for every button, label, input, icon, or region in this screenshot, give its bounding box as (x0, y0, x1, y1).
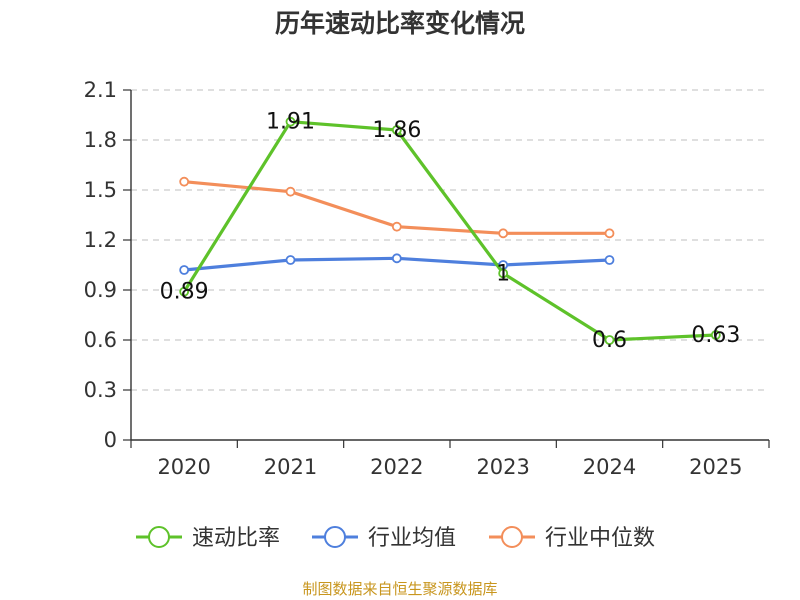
legend-label: 速动比率 (192, 526, 280, 551)
data-point (391, 221, 402, 232)
legend-swatch-marker (148, 526, 170, 548)
series-1 (179, 116, 721, 345)
x-tick-label: 2023 (476, 455, 529, 479)
data-label: 0.89 (160, 280, 209, 305)
data-label: 1.86 (372, 118, 421, 143)
legend-item: 行业中位数 (489, 526, 655, 551)
y-tick-label: 0 (104, 428, 117, 452)
x-tick-label: 2024 (583, 455, 636, 479)
y-tick-label: 0.6 (84, 328, 117, 352)
x-tick-label: 2022 (370, 455, 423, 479)
data-point (285, 186, 296, 197)
y-tick-label: 0.3 (84, 378, 117, 402)
x-tick-label: 2020 (157, 455, 210, 479)
y-tick-label: 0.9 (84, 278, 117, 302)
data-point (604, 228, 615, 239)
data-point (710, 330, 721, 340)
x-tick-label: 2025 (689, 455, 742, 479)
x-tick-label: 2021 (264, 455, 317, 479)
data-point (391, 253, 402, 264)
data-point (498, 268, 509, 279)
data-point (391, 125, 402, 135)
gridlines: 0 0.3 0.6 0.9 1.2 1.5 1.8 2.1 (84, 78, 769, 452)
series-3 (179, 176, 615, 239)
data-point (179, 176, 190, 187)
legend-swatch-marker (324, 526, 346, 548)
data-point (285, 116, 296, 127)
y-tick-label: 1.2 (84, 228, 117, 252)
series-2 (179, 253, 615, 275)
y-tick-label: 2.1 (84, 78, 117, 102)
data-label: 0.6 (592, 328, 627, 353)
data-point (498, 228, 509, 239)
y-tick-label: 1.8 (84, 128, 117, 152)
legend-swatch-marker (501, 526, 523, 548)
legend-label: 行业均值 (368, 526, 456, 551)
data-label: 0.63 (691, 323, 740, 348)
chart-title: 历年速动比率变化情况 (274, 9, 525, 38)
data-point (285, 255, 296, 265)
source-note: 制图数据来自恒生聚源数据库 (302, 580, 498, 598)
data-point (604, 335, 615, 345)
legend-item: 速动比率 (136, 526, 280, 551)
legend-label: 行业中位数 (545, 526, 655, 551)
legend-item: 行业均值 (312, 526, 456, 551)
data-label: 1.91 (266, 110, 315, 135)
data-point (179, 265, 190, 275)
legend: 速动比率 行业均值 行业中位数 (136, 526, 655, 551)
data-point (179, 286, 190, 297)
data-point (604, 255, 615, 265)
data-label: 1 (496, 261, 510, 286)
series-line (182, 120, 716, 342)
y-tick-label: 1.5 (84, 178, 117, 202)
